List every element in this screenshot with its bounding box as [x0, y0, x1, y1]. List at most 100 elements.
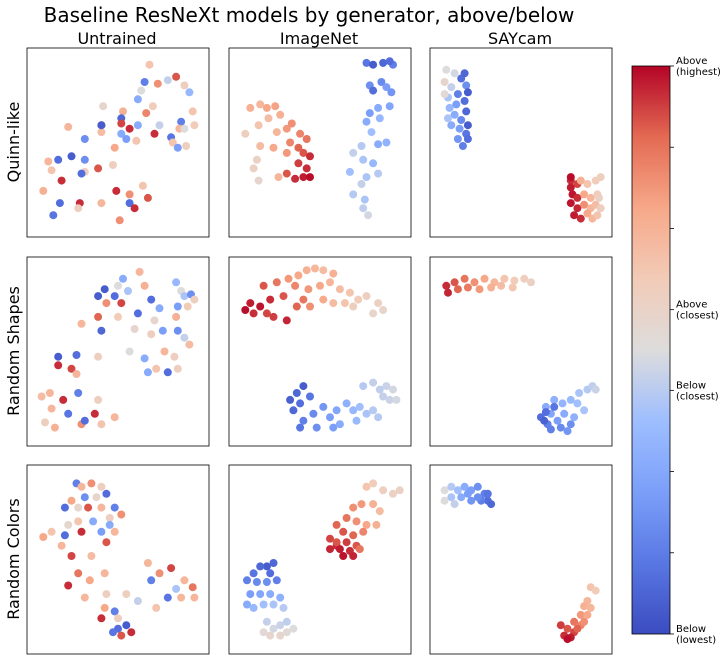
scatter-point: [256, 100, 265, 109]
scatter-point: [329, 423, 338, 432]
scatter-point: [279, 292, 288, 301]
scatter-point: [276, 110, 285, 119]
scatter-point: [311, 264, 319, 273]
scatter-point: [117, 631, 126, 640]
scatter-point: [282, 316, 291, 325]
scatter-point: [510, 276, 519, 285]
scatter-point: [262, 562, 271, 571]
scatter-point: [296, 423, 305, 432]
scatter-point: [349, 531, 358, 540]
scatter-point: [440, 78, 449, 86]
scatter-point: [362, 520, 371, 529]
scatter-point: [369, 60, 378, 69]
scatter-point: [119, 107, 127, 116]
panel-random-shapes-saycam: [429, 256, 613, 447]
scatter-point: [392, 395, 401, 404]
scatter-point: [133, 121, 142, 130]
scatter-point: [105, 520, 114, 529]
scatter-point: [580, 190, 589, 199]
scatter-point: [362, 117, 371, 126]
scatter-point: [269, 624, 278, 633]
colorbar-tick-label: Above (highest): [676, 56, 721, 78]
scatter-point: [282, 169, 291, 178]
scatter-point: [447, 482, 456, 491]
scatter-point: [364, 211, 373, 220]
scatter-point: [583, 209, 592, 218]
scatter-point: [463, 135, 472, 143]
scatter-point: [450, 500, 459, 509]
scatter-point: [359, 204, 368, 213]
scatter-point: [100, 569, 109, 578]
scatter-point: [576, 610, 585, 619]
scatter-point: [274, 173, 283, 182]
colorbar-tick-label: Below (lowest): [676, 624, 716, 646]
scatter-point: [276, 631, 285, 640]
scatter-point: [94, 395, 103, 404]
scatter-point: [172, 72, 181, 81]
scatter-point: [475, 285, 484, 294]
scatter-point: [158, 326, 167, 335]
row-title-random-colors: Random Colors: [4, 498, 23, 619]
scatter-point: [299, 148, 308, 157]
column-title-saycam: SAYcam: [488, 29, 552, 48]
scatter-point: [155, 569, 164, 578]
scatter-point: [395, 486, 404, 495]
scatter-point: [60, 503, 69, 512]
scatter-point: [64, 520, 73, 529]
scatter-point: [190, 121, 199, 130]
scatter-point: [246, 590, 255, 599]
scatter-point: [462, 107, 471, 116]
scatter-point: [133, 309, 142, 318]
scatter-point: [80, 416, 89, 425]
panel-frame: [228, 464, 412, 655]
scatter-point: [470, 278, 479, 287]
scatter-point: [460, 274, 469, 283]
scatter-point: [114, 614, 122, 623]
scatter-point: [462, 81, 471, 90]
scatter-point: [272, 576, 281, 585]
column-title-imagenet: ImageNet: [280, 29, 358, 48]
scatter-point: [541, 408, 550, 417]
scatter-point: [182, 142, 191, 150]
scatter-point: [50, 423, 59, 432]
scatter-point: [150, 316, 159, 325]
scatter-point: [172, 278, 181, 287]
scatter-point: [573, 204, 582, 213]
scatter-point: [362, 409, 371, 418]
scatter-point: [291, 174, 300, 183]
scatter-point: [127, 628, 136, 637]
scatter-point: [110, 503, 119, 512]
scatter-point: [570, 617, 579, 626]
scatter-point: [168, 138, 177, 147]
scatter-point: [163, 368, 172, 377]
scatter-point: [389, 385, 397, 394]
panel-random-shapes-untrained: [26, 256, 210, 447]
scatter-point: [573, 399, 582, 408]
scatter-point: [352, 416, 361, 425]
scatter-point: [72, 351, 81, 359]
scatter-point: [249, 309, 258, 318]
scatter-point: [89, 517, 98, 526]
scatter-point: [110, 292, 119, 301]
scatter-point: [172, 584, 181, 593]
scatter-point: [97, 614, 106, 623]
scatter-point: [306, 392, 314, 401]
scatter-point: [94, 164, 103, 173]
scatter-point: [335, 285, 344, 294]
scatter-point: [110, 413, 119, 422]
scatter-point: [349, 302, 358, 311]
scatter-point: [94, 312, 103, 321]
scatter-point: [457, 116, 466, 124]
scatter-point: [266, 569, 275, 578]
scatter-point: [117, 119, 126, 128]
scatter-point: [249, 603, 258, 612]
scatter-point: [77, 527, 86, 536]
scatter-point: [39, 533, 48, 541]
scatter-point: [269, 312, 278, 321]
scatter-point: [130, 325, 139, 333]
scatter-point: [563, 635, 572, 644]
scatter-point: [473, 493, 482, 502]
scatter-point: [359, 527, 368, 536]
scatter-point: [243, 600, 251, 609]
panel-frame: [26, 464, 210, 655]
